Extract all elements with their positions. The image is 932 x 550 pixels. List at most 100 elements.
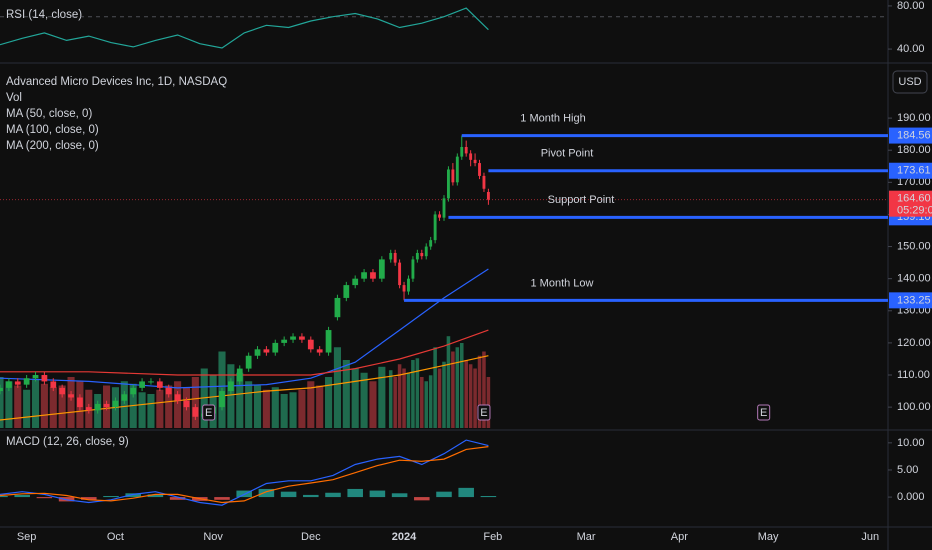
volume-bar bbox=[316, 385, 324, 428]
macd-histogram-bar bbox=[147, 494, 164, 498]
candle-body bbox=[402, 285, 406, 292]
macd-histogram-bar bbox=[214, 497, 230, 500]
volume-bar bbox=[120, 381, 128, 428]
level-label: Pivot Point bbox=[541, 148, 594, 160]
candle-body bbox=[281, 339, 288, 343]
volume-bar bbox=[420, 377, 424, 428]
y-tick-label: 80.00 bbox=[897, 0, 925, 12]
candle-body bbox=[236, 368, 243, 382]
macd-legend: MACD (12, 26, close, 9) bbox=[6, 436, 129, 448]
volume-legend: Vol bbox=[6, 92, 22, 104]
y-tick-label: 100.00 bbox=[897, 401, 931, 413]
level-label: Support Point bbox=[548, 194, 615, 206]
candle-body bbox=[325, 330, 332, 353]
macd-histogram-bar bbox=[125, 493, 141, 498]
macd-line bbox=[0, 439, 489, 506]
candle-body bbox=[433, 214, 437, 241]
volume-bar bbox=[262, 389, 270, 428]
volume-bar bbox=[333, 347, 341, 428]
volume-bar bbox=[388, 370, 393, 428]
candle-body bbox=[299, 336, 305, 340]
candle-body bbox=[112, 400, 119, 408]
candle-body bbox=[94, 403, 101, 411]
macd-histogram-bar bbox=[347, 488, 363, 498]
candle-body bbox=[407, 278, 410, 292]
candle-body bbox=[429, 240, 433, 247]
moving-average bbox=[0, 268, 489, 389]
x-tick-label: Feb bbox=[483, 531, 502, 543]
candle-body bbox=[254, 349, 261, 356]
candle-body bbox=[68, 394, 74, 398]
candle-body bbox=[77, 397, 83, 408]
y-tick-label: 0.000 bbox=[897, 491, 925, 503]
volume-bar bbox=[402, 368, 406, 428]
candle-body bbox=[411, 259, 415, 279]
candle-body bbox=[424, 246, 428, 257]
moving-average bbox=[0, 355, 489, 421]
volume-bar bbox=[271, 387, 279, 428]
macd-histogram-bar bbox=[14, 494, 30, 498]
candle-body bbox=[85, 407, 92, 411]
volume-bar bbox=[58, 385, 66, 428]
volume-bar bbox=[455, 347, 460, 428]
volume-bar bbox=[464, 360, 468, 428]
y-tick-label: 110.00 bbox=[897, 369, 930, 381]
candle-body bbox=[486, 191, 490, 200]
earnings-label: E bbox=[205, 407, 212, 419]
macd-histogram-bar bbox=[369, 490, 386, 498]
y-tick-label: 170.00 bbox=[897, 176, 931, 188]
candle-body bbox=[334, 297, 341, 318]
macd-histogram-bar bbox=[280, 491, 297, 498]
candle-body bbox=[103, 403, 110, 408]
rsi-line bbox=[0, 7, 489, 49]
macd-histogram-bar bbox=[436, 491, 452, 498]
x-tick-label: 2024 bbox=[392, 531, 417, 543]
volume-bar bbox=[369, 381, 377, 428]
moving-average bbox=[0, 329, 489, 376]
candle-body bbox=[121, 394, 128, 401]
macd-histogram-bar bbox=[36, 497, 53, 499]
level-badge-label: 173.61 bbox=[897, 165, 931, 177]
volume-bar bbox=[437, 368, 442, 428]
candle-body bbox=[352, 278, 359, 286]
earnings-label: E bbox=[480, 407, 487, 419]
y-tick-label: 190.00 bbox=[897, 112, 931, 124]
volume-bar bbox=[446, 336, 451, 428]
volume-bar bbox=[360, 372, 368, 428]
level-badge-label: 133.25 bbox=[897, 294, 931, 306]
candle-body bbox=[420, 252, 424, 257]
candle-body bbox=[415, 252, 419, 260]
ma-legend: MA (200, close, 0) bbox=[6, 140, 99, 152]
macd-histogram-bar bbox=[0, 496, 8, 498]
volume-bar bbox=[5, 381, 13, 428]
last-price-label: 164.60 bbox=[897, 193, 931, 205]
y-tick-label: 180.00 bbox=[897, 144, 931, 156]
volume-bar bbox=[253, 385, 262, 428]
candle-body bbox=[482, 175, 486, 189]
candle-body bbox=[50, 381, 57, 388]
candle-body bbox=[393, 252, 397, 263]
macd-line bbox=[0, 446, 489, 504]
volume-bar bbox=[433, 347, 437, 428]
y-tick-label: 40.00 bbox=[897, 43, 925, 55]
candle-body bbox=[174, 394, 181, 401]
volume-bar bbox=[342, 360, 350, 428]
x-tick-label: Oct bbox=[107, 531, 124, 543]
volume-bar bbox=[236, 372, 244, 428]
candle-body bbox=[59, 387, 66, 395]
volume-bar bbox=[280, 394, 288, 428]
candle-body bbox=[165, 387, 172, 395]
volume-bar bbox=[411, 360, 415, 428]
candle-body bbox=[148, 381, 154, 383]
x-tick-label: Sep bbox=[17, 531, 37, 543]
volume-bar bbox=[245, 381, 253, 428]
currency-button[interactable] bbox=[892, 70, 928, 94]
macd-histogram-bar bbox=[103, 496, 119, 498]
candle-body bbox=[464, 147, 468, 154]
x-tick-label: Nov bbox=[203, 531, 223, 543]
level-badge-label: 184.56 bbox=[897, 129, 931, 141]
candle-body bbox=[130, 387, 137, 395]
volume-bar bbox=[209, 375, 217, 428]
candle-body bbox=[23, 378, 30, 385]
